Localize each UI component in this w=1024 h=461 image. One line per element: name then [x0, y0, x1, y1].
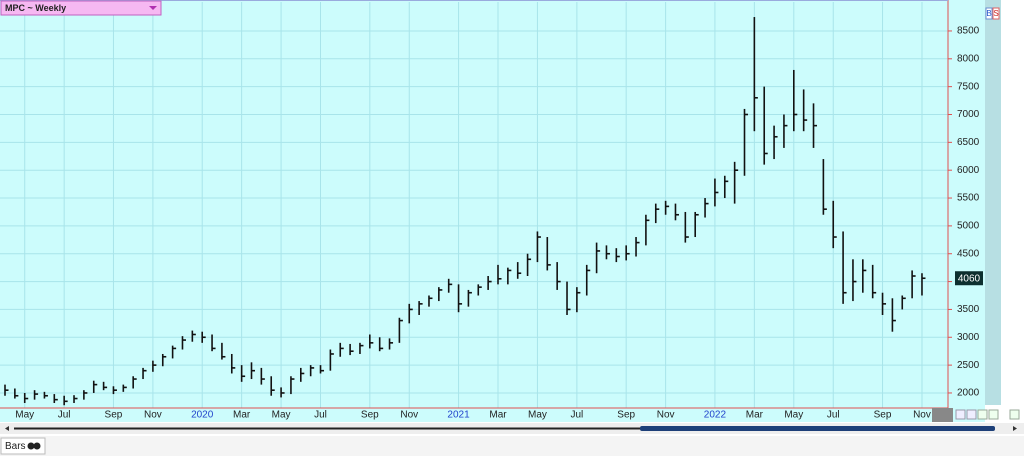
y-tick-label: 3500 — [957, 304, 980, 315]
y-tick-label: 7000 — [957, 109, 980, 120]
grid — [0, 2, 952, 408]
tool-button[interactable] — [1009, 409, 1020, 420]
last-price-label: 4060 — [958, 273, 981, 284]
y-tick-label: 8000 — [957, 53, 980, 64]
symbol-dropdown[interactable]: MPC ~ Weekly — [0, 0, 162, 16]
y-tick-label: 6000 — [957, 165, 980, 176]
price-axis-background — [948, 0, 985, 422]
axis-corner — [932, 408, 953, 422]
y-tick-label: 4500 — [957, 248, 980, 259]
buy-label: B — [986, 9, 991, 18]
x-tick-label: May — [784, 410, 803, 421]
x-tick-label: Sep — [874, 410, 892, 421]
dropdown-box[interactable] — [0, 0, 162, 16]
x-tick-label: May — [528, 410, 547, 421]
x-tick-label: Sep — [361, 410, 379, 421]
x-tick-label: Mar — [746, 410, 764, 421]
x-tick-label: Sep — [617, 410, 635, 421]
last-price-box — [955, 271, 983, 286]
dropdown-arrow — [149, 6, 157, 10]
plot-background — [0, 0, 948, 422]
y-tick-label: 3000 — [957, 332, 980, 343]
axis-labels: 2000250030003500400045005000550060006500… — [15, 26, 983, 421]
x-tick-label: Nov — [657, 410, 675, 421]
x-tick-label: Nov — [144, 410, 162, 421]
y-tick-label: 7500 — [957, 81, 980, 92]
scroll-thumb[interactable] — [640, 426, 995, 431]
x-tick-label: Jul — [314, 410, 327, 421]
x-tick-label: Mar — [233, 410, 251, 421]
footer-bar — [0, 436, 1024, 456]
price-bars — [4, 17, 926, 406]
tool-button[interactable] — [955, 409, 966, 420]
tool-button[interactable] — [977, 409, 988, 420]
x-tick-label: Jul — [827, 410, 840, 421]
x-tick-label: 2020 — [191, 410, 214, 421]
sell-button[interactable] — [992, 7, 1000, 20]
x-tick-label: Sep — [105, 410, 123, 421]
x-tick-label: Mar — [489, 410, 507, 421]
scroll-left[interactable] — [5, 426, 9, 431]
y-tick-label: 5500 — [957, 193, 980, 204]
dropdown-title: MPC ~ Weekly — [5, 3, 66, 13]
y-tick-label: 2500 — [957, 360, 980, 371]
x-tick-label: Jul — [570, 410, 583, 421]
scroll-right[interactable] — [1013, 426, 1017, 431]
tool-buttons — [955, 409, 1020, 420]
tool-button[interactable] — [988, 409, 999, 420]
chart-type-button[interactable] — [0, 437, 46, 455]
y-tick-label: 8500 — [957, 26, 980, 37]
sell-label: S — [993, 9, 998, 18]
x-tick-label: May — [15, 410, 34, 421]
tool-button[interactable] — [966, 409, 977, 420]
buy-button[interactable] — [985, 7, 993, 20]
x-tick-label: Nov — [400, 410, 418, 421]
y-tick-label: 6500 — [957, 137, 980, 148]
x-tick-label: Nov — [913, 410, 931, 421]
link-icon — [33, 442, 41, 450]
y-tick-label: 5000 — [957, 221, 980, 232]
x-tick-label: 2022 — [704, 410, 727, 421]
x-tick-label: Jul — [58, 410, 71, 421]
chart-type-label: Bars — [5, 441, 26, 452]
x-tick-label: 2021 — [447, 410, 470, 421]
y-tick-label: 2000 — [957, 388, 980, 399]
x-tick-label: May — [272, 410, 291, 421]
side-strip — [985, 0, 1001, 405]
link-icon — [27, 442, 35, 450]
